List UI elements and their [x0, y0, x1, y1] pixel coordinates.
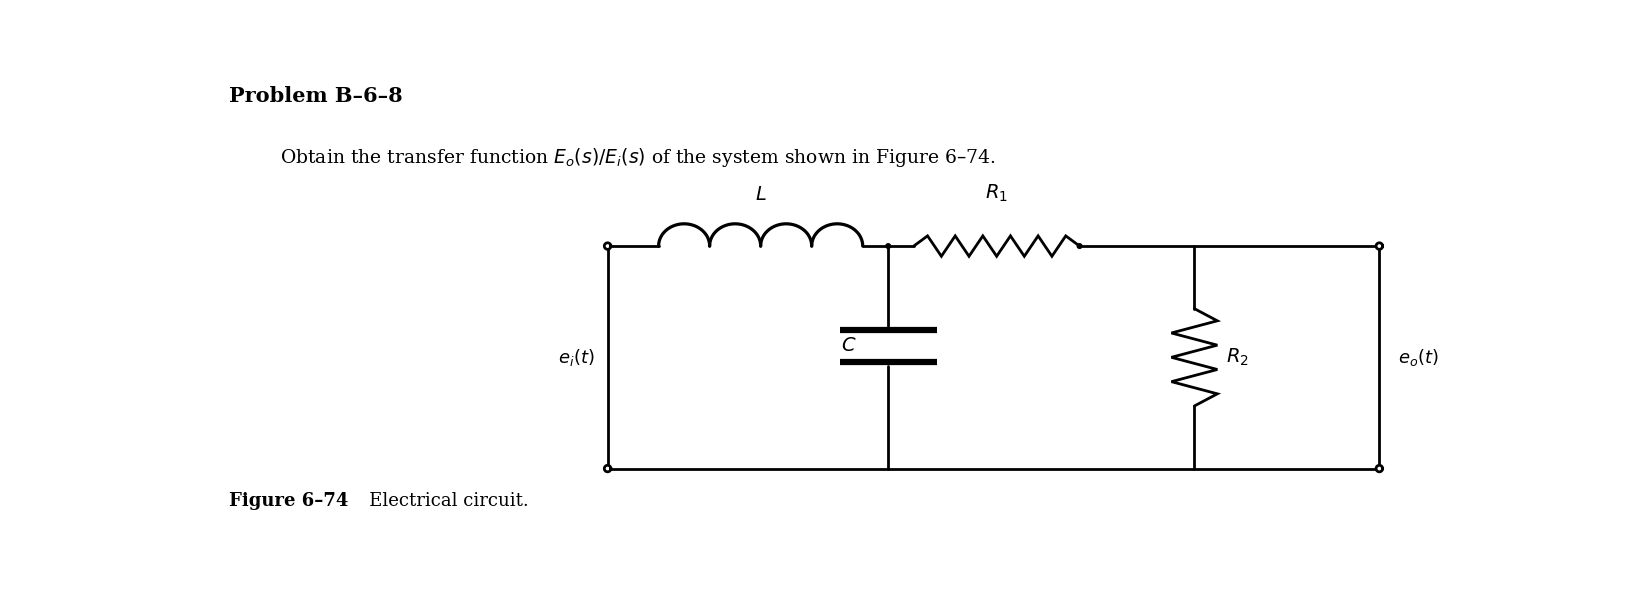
Text: $e_i(t)$: $e_i(t)$ [558, 347, 594, 368]
Polygon shape [1376, 243, 1383, 249]
Text: $R_2$: $R_2$ [1226, 347, 1249, 368]
Text: $e_o(t)$: $e_o(t)$ [1399, 347, 1439, 368]
Text: $R_1$: $R_1$ [986, 183, 1007, 204]
Text: $L$: $L$ [756, 187, 767, 204]
Text: Obtain the transfer function $E_o(s)/E_i(s)$ of the system shown in Figure 6–74.: Obtain the transfer function $E_o(s)/E_i… [280, 146, 996, 169]
Text: Problem B–6–8: Problem B–6–8 [229, 86, 402, 106]
Polygon shape [1376, 465, 1383, 472]
Polygon shape [604, 465, 611, 472]
Polygon shape [1076, 244, 1081, 249]
Polygon shape [604, 243, 611, 249]
Polygon shape [886, 244, 890, 249]
Text: Figure 6–74: Figure 6–74 [229, 492, 347, 510]
Text: $C$: $C$ [841, 337, 856, 355]
Text: Electrical circuit.: Electrical circuit. [352, 492, 530, 510]
